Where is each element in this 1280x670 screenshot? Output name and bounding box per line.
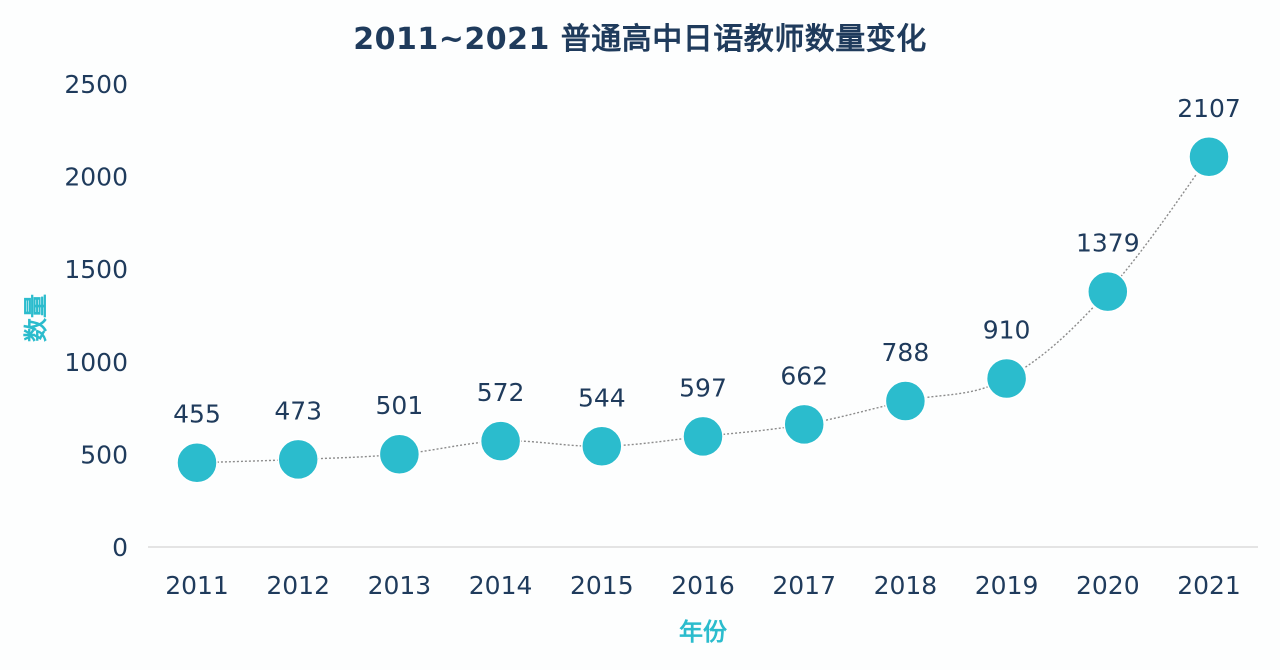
- y-tick-label: 500: [80, 440, 128, 469]
- x-tick-label: 2011: [165, 571, 229, 600]
- data-label: 662: [780, 361, 828, 390]
- data-label: 501: [376, 391, 424, 420]
- y-tick-label: 0: [112, 533, 128, 562]
- data-label: 1379: [1076, 229, 1140, 258]
- data-point: [277, 438, 319, 481]
- y-tick-label: 1500: [64, 255, 128, 284]
- data-label: 910: [983, 315, 1031, 344]
- x-tick-label: 2016: [671, 571, 735, 600]
- data-point: [1087, 270, 1129, 313]
- x-tick-label: 2021: [1177, 571, 1241, 600]
- data-label: 788: [882, 338, 930, 367]
- data-point: [1188, 136, 1230, 178]
- x-axis-title: 年份: [679, 618, 728, 646]
- data-label: 455: [173, 400, 221, 429]
- x-tick-label: 2019: [975, 571, 1039, 600]
- x-tick-label: 2012: [266, 571, 330, 600]
- data-label: 572: [477, 378, 525, 407]
- data-point: [378, 433, 421, 475]
- data-point: [884, 380, 927, 422]
- data-label: 597: [679, 373, 727, 402]
- x-tick-label: 2020: [1076, 571, 1140, 600]
- data-point: [176, 441, 218, 484]
- data-label: 2107: [1177, 94, 1241, 123]
- x-tick-label: 2017: [772, 571, 836, 600]
- y-axis-title: 数量: [22, 294, 50, 342]
- data-point: [783, 403, 825, 446]
- data-point: [682, 415, 724, 458]
- x-tick-label: 2013: [368, 571, 432, 600]
- chart-title: 2011~2021 普通高中日语教师数量变化: [353, 22, 927, 57]
- x-tick-label: 2018: [874, 571, 938, 600]
- data-point: [985, 357, 1028, 400]
- data-label: 544: [578, 383, 626, 412]
- data-point: [581, 425, 623, 468]
- y-tick-label: 2000: [64, 163, 128, 192]
- data-point: [479, 420, 522, 462]
- data-label: 473: [274, 396, 322, 425]
- x-tick-label: 2014: [469, 571, 533, 600]
- y-tick-label: 1000: [64, 348, 128, 377]
- y-tick-label: 2500: [64, 70, 128, 99]
- x-tick-label: 2015: [570, 571, 634, 600]
